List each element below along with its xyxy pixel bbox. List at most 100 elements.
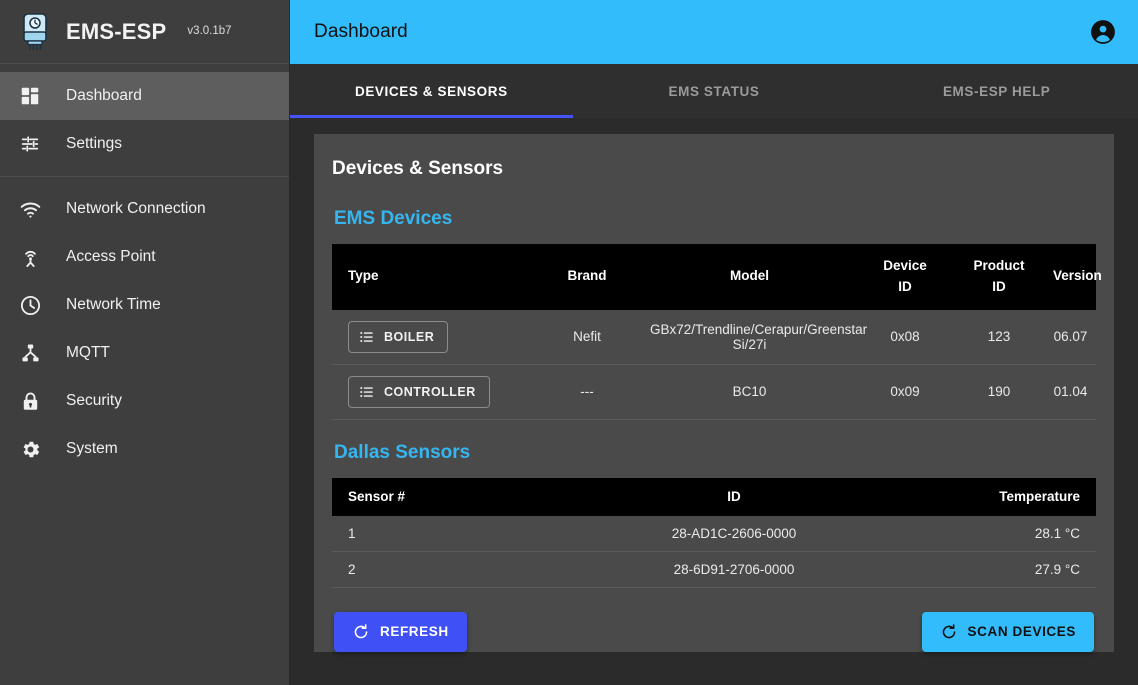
- device-type-button-boiler[interactable]: BOILER: [348, 320, 449, 353]
- page-title: Dashboard: [314, 21, 408, 42]
- table-row: 2 28-6D91-2706-0000 27.9 °C: [332, 551, 1096, 588]
- sidebar-item-label: Settings: [66, 135, 123, 152]
- list-icon: [359, 329, 375, 345]
- refresh-icon: [352, 623, 370, 641]
- sidebar-item-label: System: [66, 440, 118, 457]
- dallas-sensors-table-head: Sensor # ID Temperature: [332, 477, 1096, 516]
- cell-brand: Nefit: [532, 309, 642, 365]
- refresh-button-label: REFRESH: [380, 624, 449, 640]
- ems-devices-table-head: Type Brand Model Device ID: [332, 244, 1102, 310]
- dallas-sensors-heading: Dallas Sensors: [334, 441, 471, 463]
- tune-icon: [18, 132, 42, 156]
- refresh-icon: [940, 623, 958, 641]
- cell-sensor-number: 1: [332, 515, 622, 552]
- sitemap-icon: [18, 341, 42, 365]
- lock-icon: [18, 389, 42, 413]
- boiler-icon: [18, 12, 52, 52]
- nav-group-primary: Dashboard Settings: [0, 72, 289, 168]
- device-type-button-controller[interactable]: CONTROLLER: [348, 375, 490, 408]
- ems-devices-table-body: BOILER Nefit GBx72/Trendline/Cerapur/Gre…: [332, 309, 1096, 420]
- column-header-brand: Brand: [532, 244, 642, 310]
- content-area: Devices & Sensors EMS Devices Type Brand: [290, 118, 1138, 685]
- cell-type: BOILER: [332, 309, 532, 365]
- tab-ems-status[interactable]: EMS STATUS: [573, 64, 856, 118]
- table-header-row: Type Brand Model Device ID: [332, 244, 1102, 310]
- refresh-button[interactable]: REFRESH: [334, 611, 467, 652]
- wifi-icon: [18, 197, 42, 221]
- dallas-sensors-table-body: 1 28-AD1C-2606-0000 28.1 °C 2 28-6D91-27…: [332, 515, 1096, 588]
- column-header-version: Version: [1045, 244, 1102, 310]
- devices-and-sensors-card: Devices & Sensors EMS Devices Type Brand: [314, 134, 1114, 652]
- cell-sensor-number: 2: [332, 551, 622, 588]
- table-row: BOILER Nefit GBx72/Trendline/Cerapur/Gre…: [332, 309, 1096, 365]
- cell-temperature: 28.1 °C: [846, 515, 1096, 552]
- sidebar-item-network-connection[interactable]: Network Connection: [0, 185, 289, 233]
- brand-version: v3.0.1b7: [187, 24, 232, 37]
- tab-ems-esp-help[interactable]: EMS-ESP HELP: [855, 64, 1138, 118]
- sidebar-item-dashboard[interactable]: Dashboard: [0, 72, 289, 120]
- sidebar-item-label: Security: [66, 392, 122, 409]
- table-row: 1 28-AD1C-2606-0000 28.1 °C: [332, 515, 1096, 552]
- topbar: Dashboard: [290, 0, 1138, 64]
- brand-title: EMS-ESP: [66, 18, 167, 44]
- sidebar-item-label: Dashboard: [66, 87, 142, 104]
- tab-label: EMS STATUS: [668, 83, 760, 99]
- cell-sensor-id: 28-6D91-2706-0000: [622, 551, 846, 588]
- table-header-row: Sensor # ID Temperature: [332, 477, 1096, 516]
- column-header-product-id: Product ID: [953, 244, 1045, 310]
- nav-top-gap: [0, 64, 289, 72]
- sidebar-item-settings[interactable]: Settings: [0, 120, 289, 168]
- cell-product-id: 190: [953, 364, 1045, 420]
- column-header-id: ID: [622, 477, 846, 516]
- column-header-temperature: Temperature: [846, 477, 1096, 516]
- access-point-icon: [18, 245, 42, 269]
- dashboard-icon: [18, 84, 42, 108]
- device-type-label: CONTROLLER: [384, 384, 476, 399]
- sidebar-item-label: Network Connection: [66, 200, 206, 217]
- cell-version: 06.07: [1045, 309, 1096, 365]
- nav-group-secondary: Network Connection Access Point: [0, 185, 289, 473]
- sidebar-item-label: MQTT: [66, 344, 110, 361]
- ems-devices-table: Type Brand Model Device ID: [332, 244, 1102, 420]
- cell-product-id: 123: [953, 309, 1045, 365]
- device-type-label: BOILER: [384, 329, 435, 344]
- sidebar-divider: [0, 176, 289, 177]
- sidebar-item-label: Network Time: [66, 296, 161, 313]
- gear-icon: [18, 437, 42, 461]
- card-title: Devices & Sensors: [332, 158, 504, 179]
- sidebar-item-system[interactable]: System: [0, 425, 289, 473]
- cell-version: 01.04: [1045, 364, 1096, 420]
- tab-bar: DEVICES & SENSORS EMS STATUS EMS-ESP HEL…: [290, 64, 1138, 118]
- cell-model: BC10: [642, 364, 857, 420]
- sidebar: EMS-ESP v3.0.1b7 Dashboard: [0, 0, 290, 685]
- brand: EMS-ESP v3.0.1b7: [0, 0, 289, 64]
- scan-devices-button-label: SCAN DEVICES: [967, 624, 1076, 640]
- column-header-type: Type: [332, 244, 532, 310]
- cell-brand: ---: [532, 364, 642, 420]
- card-actions: REFRESH SCAN DEVICES: [332, 611, 1096, 652]
- tab-label: DEVICES & SENSORS: [354, 83, 508, 99]
- sidebar-item-security[interactable]: Security: [0, 377, 289, 425]
- sidebar-item-access-point[interactable]: Access Point: [0, 233, 289, 281]
- account-circle-icon[interactable]: [1090, 19, 1116, 45]
- table-row: CONTROLLER --- BC10 0x09 190 01.04: [332, 364, 1096, 420]
- tab-devices-and-sensors[interactable]: DEVICES & SENSORS: [290, 64, 573, 118]
- scan-devices-button[interactable]: SCAN DEVICES: [921, 611, 1094, 652]
- cell-device-id: 0x09: [857, 364, 953, 420]
- cell-type: CONTROLLER: [332, 364, 532, 420]
- dallas-sensors-table: Sensor # ID Temperature 1 28-AD1C-2606-0…: [332, 477, 1096, 588]
- tab-label: EMS-ESP HELP: [942, 83, 1051, 99]
- list-icon: [359, 384, 375, 400]
- cell-sensor-id: 28-AD1C-2606-0000: [622, 515, 846, 552]
- clock-icon: [18, 293, 42, 317]
- column-header-model: Model: [642, 244, 857, 310]
- cell-temperature: 27.9 °C: [846, 551, 1096, 588]
- sidebar-item-network-time[interactable]: Network Time: [0, 281, 289, 329]
- main-area: Dashboard DEVICES & SENSORS EMS STATUS E…: [290, 0, 1138, 685]
- sidebar-item-mqtt[interactable]: MQTT: [0, 329, 289, 377]
- column-header-sensor-number: Sensor #: [332, 477, 622, 516]
- cell-model: GBx72/Trendline/Cerapur/Greenstar Si/27i: [642, 309, 867, 365]
- cell-device-id: 0x08: [857, 309, 953, 365]
- sidebar-item-label: Access Point: [66, 248, 156, 265]
